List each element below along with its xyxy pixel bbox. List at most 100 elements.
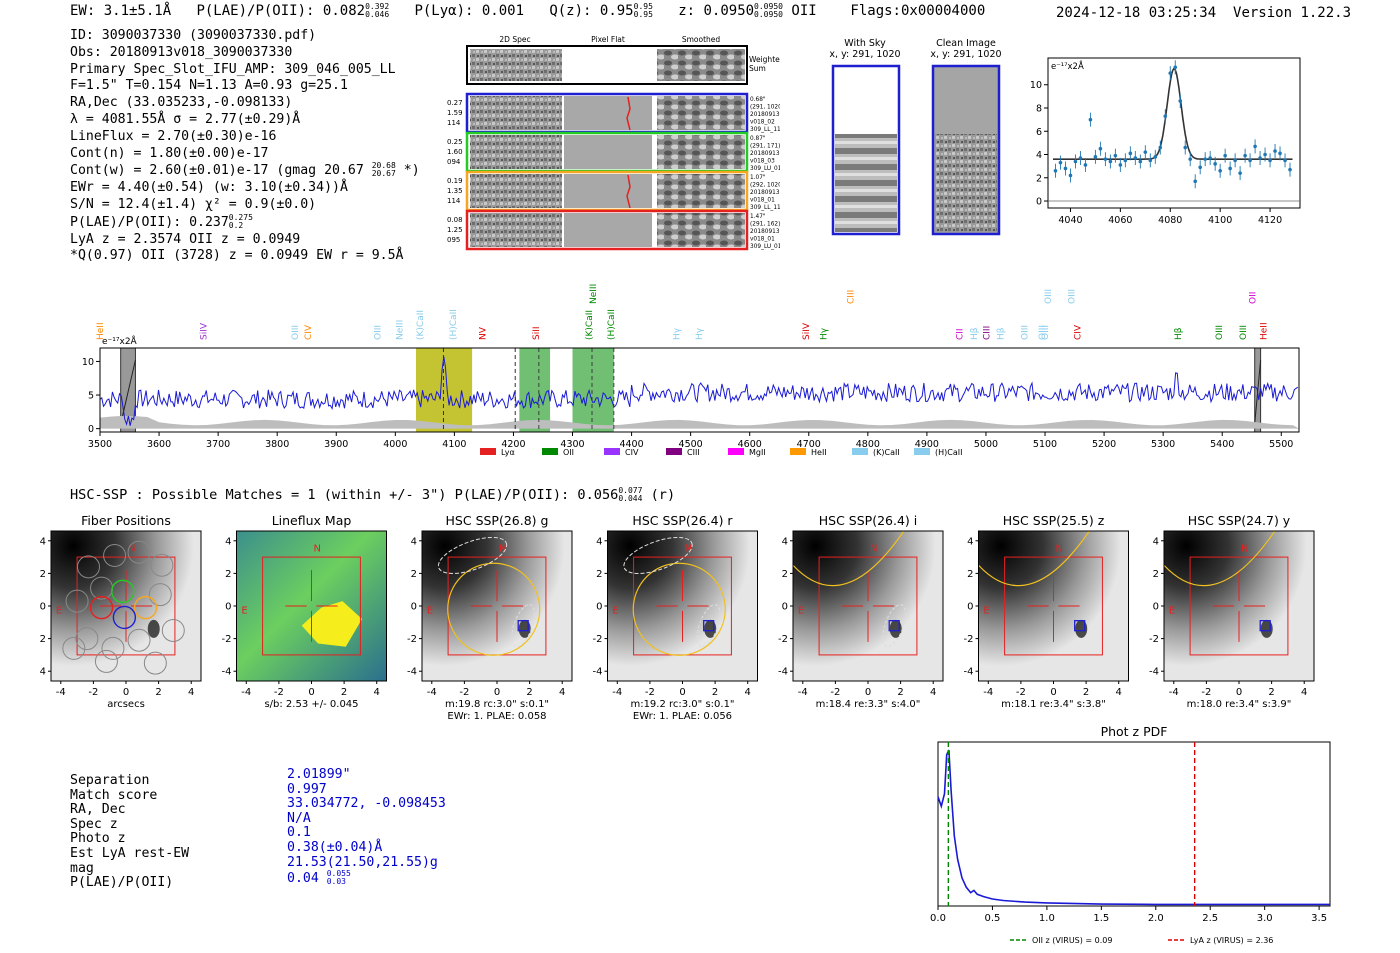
cutout-pixel-flat	[564, 174, 652, 208]
cutout-image	[1164, 531, 1314, 681]
x-tick-label: 4	[374, 687, 380, 698]
fiber-circle	[94, 649, 118, 673]
panel-caption: m:18.1 re:3.4" s:3.8"	[1001, 699, 1106, 710]
data-point	[1083, 163, 1088, 167]
data-point	[1203, 157, 1207, 161]
legend-swatch	[666, 448, 682, 455]
legend-label: MgII	[749, 448, 766, 457]
cutout-row-right-label: v018_02	[750, 120, 775, 126]
cutout-2d-spec	[470, 96, 562, 130]
plot-frame	[99, 347, 1300, 433]
cutout-smoothed	[657, 213, 745, 247]
y-tick-label: 4	[782, 536, 788, 547]
legend-label: (H)CaII	[935, 448, 962, 457]
info-line: LyA z = 2.3574 OII z = 0.0949	[70, 231, 301, 247]
line-label: CIII	[983, 326, 993, 340]
line-label: SiIV	[802, 322, 812, 340]
cutout-row-right-label: 20180913	[750, 190, 780, 196]
legend-label: LyA z (VIRUS) = 2.36	[1190, 936, 1273, 945]
x-tick-label: 0	[123, 687, 129, 698]
x-tick-label: 3500	[88, 439, 112, 450]
line-label: CIV	[1073, 324, 1083, 340]
x-tick-label: 5200	[1092, 439, 1116, 450]
x-tick-label: -2	[1016, 687, 1026, 698]
cutout-row-left-label: 1.35	[447, 187, 463, 195]
legend-label: HeII	[811, 448, 827, 457]
y-tick-label: 4	[225, 536, 231, 547]
match-box	[703, 620, 715, 632]
fiber-circle	[127, 628, 151, 652]
cutout-pixel-flat	[564, 96, 652, 130]
line-label: OII	[1248, 292, 1258, 304]
cutout-pixel-flat	[564, 213, 652, 247]
cutout-row-right-label: 309_LU_018	[750, 244, 780, 250]
cutout-2d-spec	[470, 213, 562, 247]
info-line: *Q(0.97) OII (3728) z = 0.0949 EW r = 9.…	[70, 248, 404, 264]
y-tick-label: -2	[1149, 634, 1159, 645]
info-line: F=1.5" T=0.154 N=1.13 A=0.93 g=25.1	[70, 78, 348, 94]
z-line: OII	[791, 3, 817, 19]
x-tick-label: 3800	[265, 439, 289, 450]
y-tick-label: 8	[1036, 104, 1042, 115]
match-box	[1259, 620, 1271, 632]
north-label: N	[1241, 543, 1248, 554]
east-label: E	[983, 605, 989, 616]
line-label: Hγ	[819, 327, 829, 340]
mask-hatch	[120, 359, 136, 425]
col-2d-label: 2D Spec	[499, 35, 530, 44]
cutout-row-right-label: 309_LL_111	[750, 205, 780, 211]
source-blob	[1260, 619, 1273, 638]
match-value: 2.01899"	[287, 767, 351, 782]
data-point	[1223, 153, 1227, 158]
cutout-row-left-label: 0.08	[447, 216, 463, 224]
y-tick-label: 0	[782, 602, 788, 613]
north-label: N	[685, 543, 692, 554]
plot-title: Phot z PDF	[1101, 724, 1168, 739]
match-label: Spec z	[70, 816, 118, 832]
line-label: (K)CaII	[585, 310, 595, 340]
data-point	[1163, 114, 1168, 118]
x-tick-label: -4	[1169, 687, 1179, 698]
match-values: 2.01899" 0.997 33.034772, -0.098453 N/A …	[287, 767, 446, 887]
line-label: OIII	[1068, 289, 1078, 304]
east-label: E	[56, 605, 62, 616]
sky-clean-images: With Sky x, y: 291, 1020 Clean Image x, …	[829, 38, 1002, 236]
legend-swatch	[914, 448, 930, 455]
x-tick-label: 4100	[442, 439, 466, 450]
catalog-aperture	[632, 562, 726, 656]
photz-pdf-plot: Phot z PDF 0.0 0.5 1.0 1.5 2.0 2.5 3.0 3.5 OII z …	[930, 724, 1331, 945]
cutout-row-left-label: 0.19	[447, 177, 463, 185]
y-tick-label: 0	[40, 602, 46, 613]
line-label: (K)CaII	[416, 310, 426, 340]
panel-caption: EWr: 1. PLAE: 0.058	[447, 711, 546, 722]
source-ellipse	[882, 604, 906, 647]
y-axis-label: e⁻¹⁷x2Å	[102, 335, 138, 347]
fiber-circle-4	[89, 595, 114, 620]
x-tick-label: -4	[427, 687, 437, 698]
plae-hi: 0.392	[365, 2, 390, 11]
data-point	[1183, 145, 1188, 150]
x-tick-label: 3900	[324, 439, 348, 450]
x-tick-label: 4700	[797, 439, 821, 450]
x-tick-label: 2	[897, 687, 903, 698]
match-value: 0.1	[287, 825, 311, 841]
y-tick-label: -2	[222, 634, 232, 645]
line-label: HeII	[1260, 322, 1270, 340]
fiber-circle	[148, 583, 172, 607]
match-value: N/A	[287, 810, 311, 826]
cutout-row-right-label: 1.07"	[750, 175, 766, 181]
y-tick-label: 0	[1153, 602, 1159, 613]
data-point	[1098, 146, 1103, 151]
y-tick-label: -2	[593, 634, 603, 645]
x-tick-label: 2.0	[1148, 913, 1164, 924]
x-tick-label: 1.5	[1093, 913, 1109, 924]
search-box	[1189, 556, 1289, 656]
line-label: CIII	[847, 290, 857, 304]
cutout-row-right-label: 20180913	[750, 229, 780, 235]
x-tick-label: 4600	[738, 439, 762, 450]
x-tick-label: 4	[559, 687, 565, 698]
panel-caption: m:18.0 re:3.4" s:3.9"	[1187, 699, 1292, 710]
line-band	[572, 348, 614, 432]
plae-lo: 0.046	[365, 10, 390, 19]
y-tick-label: -2	[964, 634, 974, 645]
